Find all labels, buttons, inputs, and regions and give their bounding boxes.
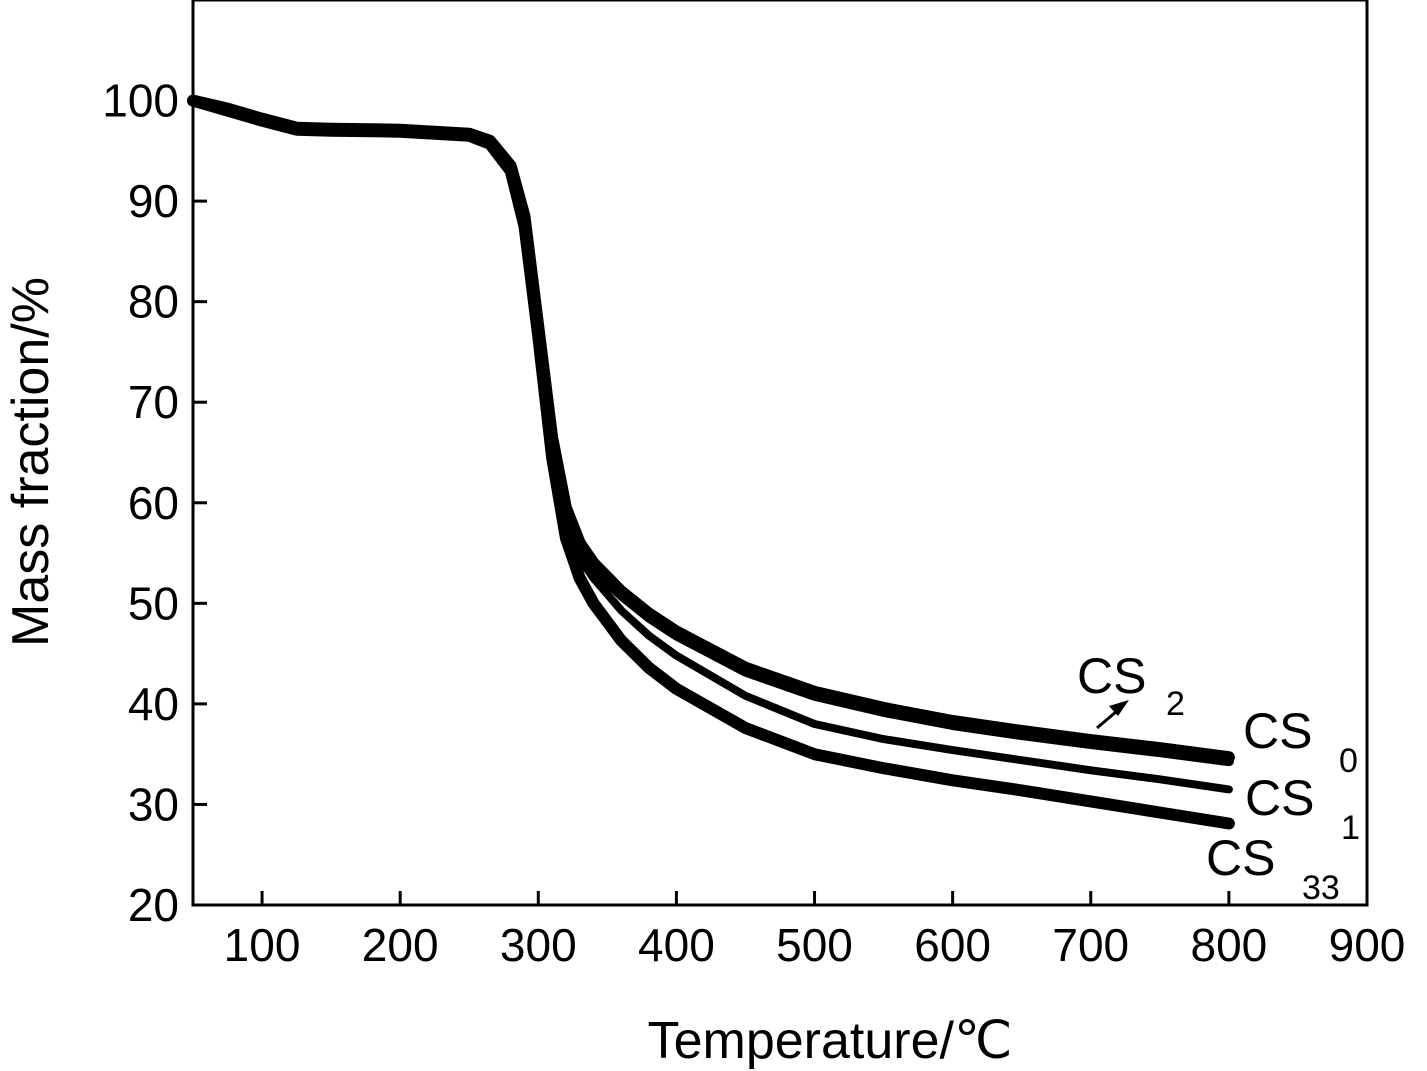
series-line-cs33 bbox=[187, 94, 1235, 830]
x-tick-label: 600 bbox=[914, 919, 991, 971]
y-axis-title: Mass fraction/% bbox=[2, 277, 60, 647]
series-label-cs33: CS bbox=[1206, 830, 1275, 886]
y-tick-label: 80 bbox=[128, 276, 179, 328]
series-lines bbox=[187, 94, 1235, 830]
series-label-cs0: CS bbox=[1243, 703, 1312, 759]
plot-frame bbox=[191, 0, 1369, 907]
series-labels: CS 0 CS 1 CS 33 CS 2 bbox=[1077, 648, 1360, 907]
series-subscript-cs33: 33 bbox=[1302, 869, 1340, 907]
y-tick-label: 100 bbox=[102, 75, 179, 127]
x-tick-label: 900 bbox=[1329, 919, 1406, 971]
x-tick-label: 400 bbox=[638, 919, 715, 971]
series-line-cs1 bbox=[189, 96, 1233, 794]
annotation-arrow-head-icon bbox=[1109, 700, 1129, 716]
x-tick-label: 200 bbox=[362, 919, 439, 971]
y-tick-label: 20 bbox=[128, 879, 179, 931]
y-tick-label: 90 bbox=[128, 175, 179, 227]
series-line-cs2 bbox=[188, 95, 1234, 767]
x-tick-label: 300 bbox=[500, 919, 577, 971]
y-tick-label: 70 bbox=[128, 376, 179, 428]
y-tick-label: 50 bbox=[128, 577, 179, 629]
annotation-subscript-cs2: 2 bbox=[1166, 685, 1185, 723]
x-axis-ticks: 100 200 300 400 500 600 700 800 900 bbox=[224, 891, 1406, 971]
y-tick-label: 30 bbox=[128, 778, 179, 830]
x-tick-label: 700 bbox=[1052, 919, 1129, 971]
series-label-cs1: CS bbox=[1245, 770, 1314, 826]
series-subscript-cs0: 0 bbox=[1339, 742, 1358, 780]
y-tick-label: 40 bbox=[128, 678, 179, 730]
x-axis-title: Temperature/℃ bbox=[648, 1012, 1013, 1070]
series-subscript-cs1: 1 bbox=[1341, 809, 1360, 847]
annotation-label-cs2: CS bbox=[1077, 648, 1146, 704]
y-tick-label: 60 bbox=[128, 477, 179, 529]
y-axis-ticks: 20 30 40 50 60 70 80 90 100 bbox=[102, 75, 207, 931]
x-tick-label: 800 bbox=[1191, 919, 1268, 971]
x-tick-label: 100 bbox=[224, 919, 301, 971]
x-tick-label: 500 bbox=[776, 919, 853, 971]
